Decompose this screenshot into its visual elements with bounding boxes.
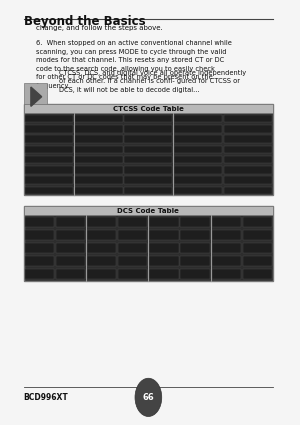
Bar xyxy=(118,256,148,266)
Bar xyxy=(87,269,116,279)
Bar xyxy=(124,115,172,122)
Bar xyxy=(25,145,73,153)
Bar xyxy=(243,230,272,240)
Bar xyxy=(25,187,73,194)
Bar xyxy=(174,176,222,184)
Bar xyxy=(149,230,178,240)
Bar xyxy=(87,217,116,227)
Bar xyxy=(212,230,241,240)
Bar xyxy=(24,206,273,280)
Bar xyxy=(25,256,54,266)
Bar xyxy=(124,156,172,164)
Bar xyxy=(174,125,222,133)
Bar xyxy=(149,243,178,253)
Bar xyxy=(25,176,73,184)
Bar xyxy=(24,104,273,196)
Bar xyxy=(243,217,272,227)
Bar xyxy=(56,217,85,227)
Bar xyxy=(118,230,148,240)
Bar xyxy=(87,256,116,266)
Bar xyxy=(25,269,54,279)
Bar xyxy=(56,243,85,253)
Bar xyxy=(224,176,272,184)
Text: 6.  When stopped on an active conventional channel while 
scanning, you can pres: 6. When stopped on an active conventiona… xyxy=(36,40,234,89)
Text: DCS Code Table: DCS Code Table xyxy=(117,208,179,214)
Bar xyxy=(224,187,272,194)
Polygon shape xyxy=(31,87,42,106)
Bar xyxy=(243,243,272,253)
Text: CTCSS Code Table: CTCSS Code Table xyxy=(113,106,184,112)
Bar xyxy=(74,156,123,164)
Bar xyxy=(224,156,272,164)
Text: Beyond the Basics: Beyond the Basics xyxy=(24,15,146,28)
Bar xyxy=(224,135,272,143)
Bar xyxy=(180,269,210,279)
Bar xyxy=(124,187,172,194)
Bar xyxy=(25,217,54,227)
Bar xyxy=(74,135,123,143)
Bar xyxy=(180,217,210,227)
Bar xyxy=(118,269,148,279)
Bar xyxy=(74,115,123,122)
Bar xyxy=(74,176,123,184)
Bar xyxy=(243,269,272,279)
Bar xyxy=(24,83,47,110)
Bar xyxy=(174,135,222,143)
Bar xyxy=(212,256,241,266)
Bar xyxy=(149,256,178,266)
Bar xyxy=(180,256,210,266)
Bar xyxy=(25,115,73,122)
Bar xyxy=(124,166,172,174)
Bar xyxy=(24,206,273,215)
Bar xyxy=(124,145,172,153)
Bar xyxy=(180,230,210,240)
Text: CTCSS, DCS, and digital voice all operate independently 
of each other. If a cha: CTCSS, DCS, and digital voice all operat… xyxy=(59,70,249,93)
Bar xyxy=(56,269,85,279)
Bar xyxy=(74,166,123,174)
Bar xyxy=(212,243,241,253)
Bar xyxy=(25,243,54,253)
Bar xyxy=(224,115,272,122)
Bar xyxy=(174,156,222,164)
Bar xyxy=(180,243,210,253)
Bar xyxy=(174,145,222,153)
Bar xyxy=(87,243,116,253)
Bar xyxy=(212,269,241,279)
Text: change, and follow the steps above.: change, and follow the steps above. xyxy=(36,25,162,31)
Bar xyxy=(25,125,73,133)
Circle shape xyxy=(135,378,162,416)
Bar xyxy=(224,125,272,133)
Bar xyxy=(174,166,222,174)
Bar xyxy=(87,230,116,240)
Text: BCD996XT: BCD996XT xyxy=(24,393,68,402)
Bar xyxy=(224,145,272,153)
Text: 66: 66 xyxy=(142,393,154,402)
Bar xyxy=(56,230,85,240)
Bar xyxy=(124,125,172,133)
Bar xyxy=(224,166,272,174)
Bar xyxy=(25,230,54,240)
Bar xyxy=(24,104,273,113)
Bar xyxy=(174,115,222,122)
Bar xyxy=(149,217,178,227)
Bar xyxy=(74,145,123,153)
Bar xyxy=(25,156,73,164)
Bar xyxy=(118,217,148,227)
Bar xyxy=(25,135,73,143)
Bar xyxy=(124,176,172,184)
Bar xyxy=(25,166,73,174)
Bar xyxy=(74,187,123,194)
Bar xyxy=(118,243,148,253)
Bar xyxy=(149,269,178,279)
Bar xyxy=(124,135,172,143)
Bar xyxy=(56,256,85,266)
Bar xyxy=(174,187,222,194)
Bar xyxy=(74,125,123,133)
Bar xyxy=(243,256,272,266)
Bar xyxy=(212,217,241,227)
